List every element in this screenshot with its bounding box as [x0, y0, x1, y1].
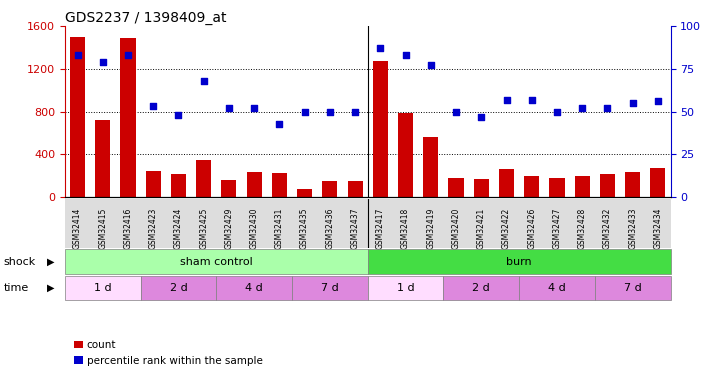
Text: GDS2237 / 1398409_at: GDS2237 / 1398409_at: [65, 11, 226, 25]
Point: [501, 97, 513, 103]
Bar: [549, 178, 565, 197]
Text: ▶: ▶: [47, 256, 54, 267]
Text: sham control: sham control: [180, 256, 252, 267]
Point: [602, 105, 614, 111]
Bar: [216, 276, 292, 300]
Text: 4 d: 4 d: [245, 283, 263, 293]
Bar: [368, 249, 671, 274]
Point: [627, 100, 639, 106]
Legend: count, percentile rank within the sample: count, percentile rank within the sample: [70, 336, 267, 370]
Point: [299, 109, 311, 115]
Bar: [221, 180, 236, 197]
Point: [248, 105, 260, 111]
Bar: [595, 276, 671, 300]
Text: time: time: [4, 283, 29, 293]
Bar: [423, 137, 438, 197]
Point: [526, 97, 538, 103]
Text: shock: shock: [4, 256, 36, 267]
Bar: [499, 169, 514, 197]
Text: 2 d: 2 d: [169, 283, 187, 293]
Bar: [474, 179, 489, 197]
Bar: [600, 174, 615, 197]
Bar: [272, 173, 287, 197]
Point: [274, 120, 286, 126]
Bar: [373, 62, 388, 197]
Point: [375, 45, 386, 51]
Point: [97, 59, 109, 65]
Point: [198, 78, 210, 84]
Bar: [368, 276, 443, 300]
Text: 1 d: 1 d: [397, 283, 415, 293]
Point: [450, 109, 462, 115]
Bar: [196, 159, 211, 197]
Bar: [625, 172, 640, 197]
Text: 7 d: 7 d: [624, 283, 642, 293]
Point: [653, 98, 664, 104]
Bar: [120, 38, 136, 197]
Point: [577, 105, 588, 111]
Bar: [70, 37, 85, 197]
Bar: [575, 176, 590, 197]
Point: [224, 105, 235, 111]
Point: [552, 109, 563, 115]
Point: [476, 114, 487, 120]
Point: [148, 104, 159, 110]
Bar: [146, 171, 161, 197]
Bar: [297, 189, 312, 197]
Bar: [65, 276, 141, 300]
Bar: [247, 172, 262, 197]
Bar: [448, 178, 464, 197]
Bar: [322, 181, 337, 197]
Text: burn: burn: [506, 256, 532, 267]
Point: [350, 109, 361, 115]
Bar: [141, 276, 216, 300]
Point: [173, 112, 185, 118]
Bar: [519, 276, 595, 300]
Text: ▶: ▶: [47, 283, 54, 293]
Text: 4 d: 4 d: [548, 283, 566, 293]
Bar: [65, 249, 368, 274]
Point: [425, 63, 437, 69]
Bar: [650, 168, 665, 197]
Bar: [292, 276, 368, 300]
Bar: [524, 176, 539, 197]
Text: 1 d: 1 d: [94, 283, 112, 293]
Point: [400, 52, 412, 58]
Bar: [443, 276, 519, 300]
Bar: [398, 112, 413, 197]
Bar: [171, 174, 186, 197]
Point: [72, 52, 84, 58]
Text: 7 d: 7 d: [321, 283, 339, 293]
Text: 2 d: 2 d: [472, 283, 490, 293]
Point: [123, 52, 134, 58]
Bar: [95, 120, 110, 197]
Bar: [348, 181, 363, 197]
Point: [324, 109, 336, 115]
